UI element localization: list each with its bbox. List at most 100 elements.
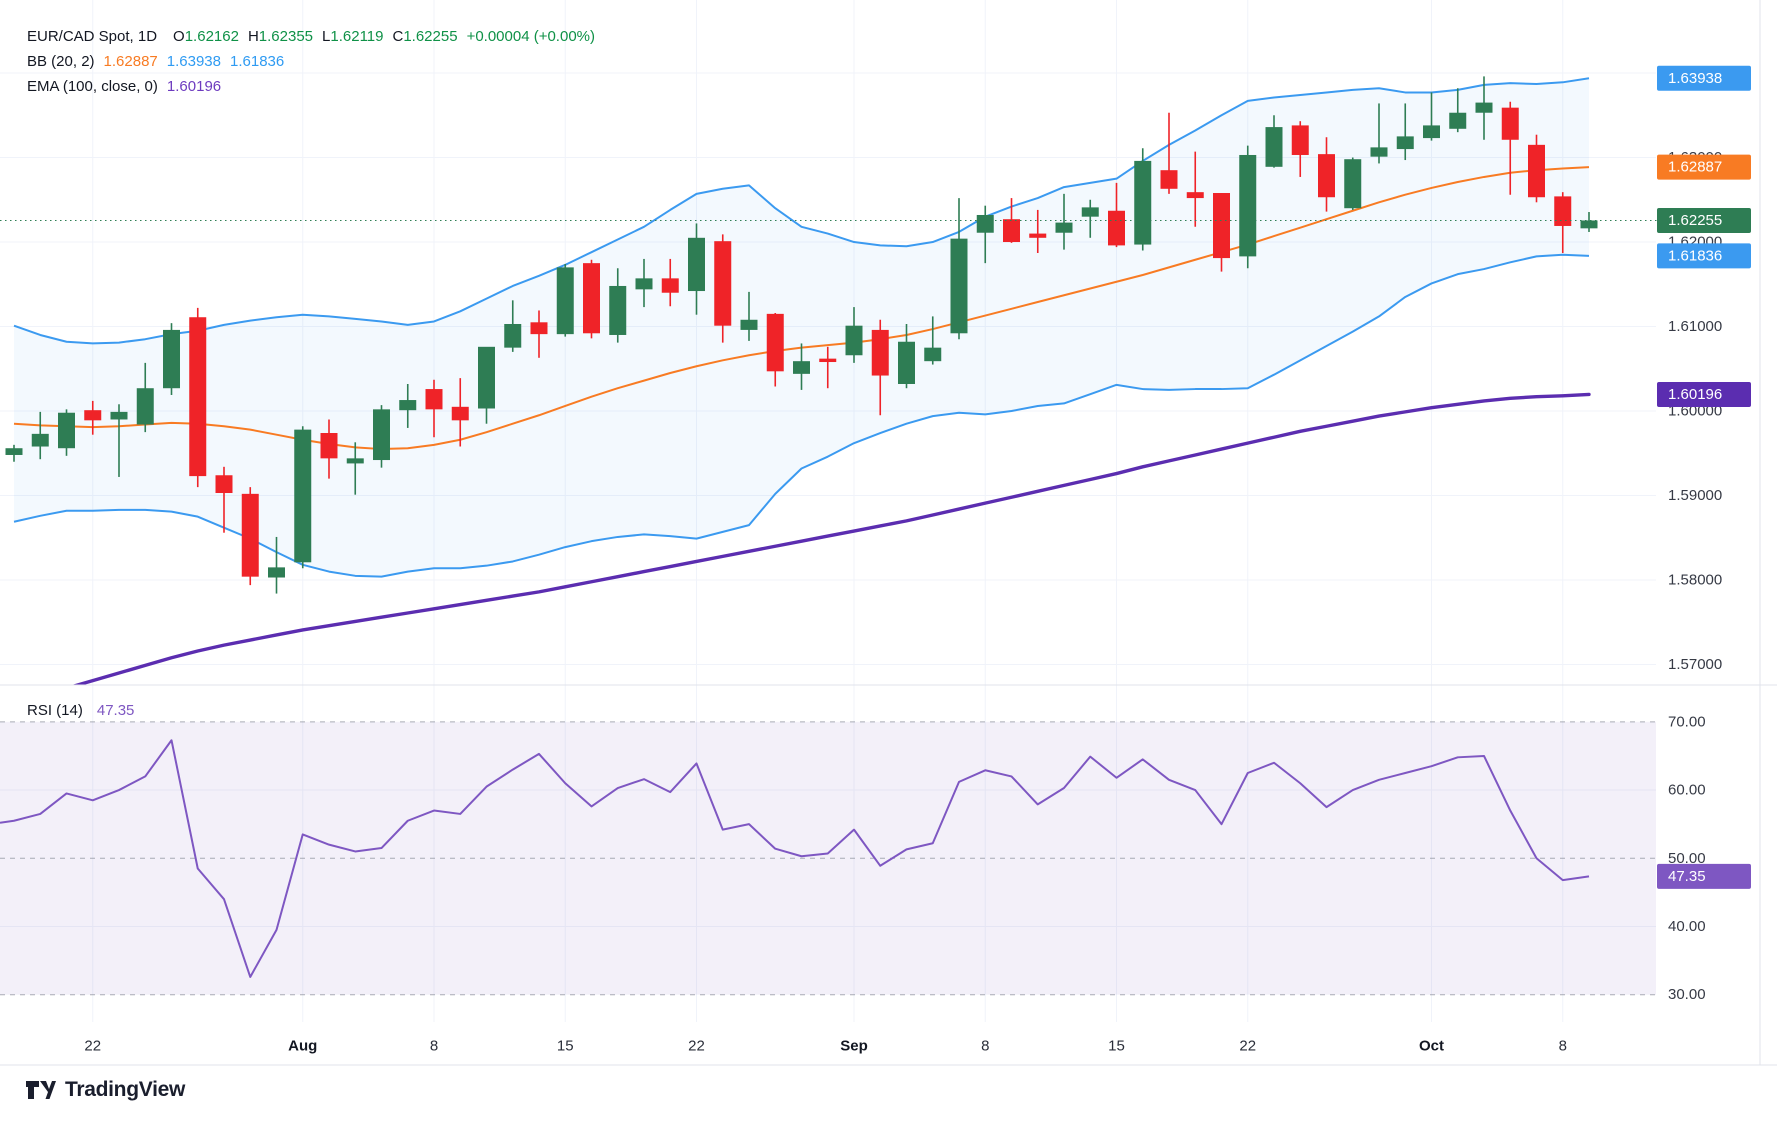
candle-body	[5, 448, 23, 455]
price-pane	[5, 76, 1598, 685]
last-price-badge-text: 1.62255	[1668, 212, 1722, 229]
rsi-axis-label: 50.00	[1668, 850, 1706, 867]
legend-ema-row[interactable]: EMA (100, close, 0) 1.60196	[27, 74, 595, 99]
candle-body	[898, 341, 915, 384]
candle-body	[1081, 207, 1099, 217]
tradingview-logo-icon	[26, 1081, 56, 1099]
legend-symbol-row[interactable]: EUR/CAD Spot, 1D O1.62162 H1.62355 L1.62119…	[27, 24, 595, 49]
legend-bb-row[interactable]: BB (20, 2) 1.62887 1.63938 1.61836	[27, 49, 595, 74]
candle-body	[1055, 222, 1073, 233]
candle	[163, 323, 180, 395]
bb-basis-badge-bg	[1657, 154, 1751, 180]
candle	[399, 383, 417, 428]
close-label: C	[392, 28, 404, 45]
candle-body	[241, 493, 259, 577]
ema-badge-bg	[1657, 381, 1751, 407]
candle-body	[871, 329, 889, 376]
low-label: L	[322, 28, 331, 45]
candle	[215, 466, 233, 533]
open-value: 1.62162	[184, 28, 239, 45]
candle-body	[478, 346, 495, 409]
candle	[1291, 121, 1309, 177]
candle	[950, 198, 968, 340]
candle-body	[1291, 125, 1309, 155]
candle	[110, 404, 128, 477]
candle	[556, 263, 574, 337]
candle	[1528, 134, 1545, 203]
candle	[530, 310, 548, 358]
candle-body	[346, 458, 364, 464]
candle	[1396, 103, 1414, 161]
candle-body	[1423, 125, 1440, 139]
bb-basis-badge-text: 1.62887	[1668, 159, 1722, 176]
time-axis-label: Sep	[840, 1038, 868, 1055]
candle	[1239, 145, 1257, 269]
candle-body	[1239, 154, 1257, 257]
bb-upper-badge: 1.63938	[1657, 65, 1751, 91]
rsi-legend-row[interactable]: RSI (14) 47.35	[27, 702, 134, 719]
time-axis-label: Oct	[1419, 1038, 1444, 1055]
candle	[845, 307, 863, 363]
candle-body	[215, 475, 233, 494]
candle-body	[1029, 233, 1047, 238]
candle	[478, 346, 495, 424]
bb-upper-value: 1.63938	[166, 53, 221, 70]
time-axis-label: 22	[84, 1038, 101, 1055]
rsi-badge: 47.35	[1657, 863, 1751, 889]
high-value: 1.62355	[258, 28, 314, 45]
candle-body	[1580, 220, 1598, 229]
candle-body	[976, 214, 994, 233]
open-label: O	[173, 28, 185, 45]
rsi-axis-label: 40.00	[1668, 918, 1706, 935]
tradingview-logo[interactable]: TradingView	[26, 1078, 185, 1102]
time-axis-label: Aug	[288, 1038, 317, 1055]
last-price-badge-bg	[1657, 207, 1751, 233]
candle-body	[110, 411, 128, 420]
rsi-badge-bg	[1657, 863, 1751, 889]
candle	[425, 379, 443, 438]
low-value: 1.62119	[330, 28, 384, 45]
candle-body	[1475, 102, 1493, 113]
candle	[1501, 101, 1519, 195]
time-axis-label: 22	[1239, 1038, 1256, 1055]
time-axis-label: 15	[557, 1038, 574, 1055]
candle-body	[1449, 112, 1467, 129]
candle	[373, 405, 390, 468]
candle-body	[609, 285, 627, 335]
candle-body	[268, 567, 285, 578]
candle	[661, 258, 679, 307]
candle-body	[950, 238, 968, 334]
candle-body	[583, 263, 600, 334]
candle-body	[661, 278, 679, 293]
candle	[5, 444, 23, 462]
price-axis-label: 1.59000	[1668, 487, 1722, 504]
candle	[1370, 103, 1388, 164]
candle-body	[1186, 192, 1204, 199]
chart-legend: EUR/CAD Spot, 1D O1.62162 H1.62355 L1.62119…	[27, 24, 595, 99]
candle	[1554, 192, 1572, 254]
candle-body	[373, 409, 390, 461]
candle-body	[1501, 107, 1519, 140]
candle	[609, 268, 627, 343]
candle-body	[1370, 147, 1388, 157]
candle	[1344, 157, 1362, 210]
candle-body	[1108, 210, 1125, 246]
candle	[688, 223, 705, 315]
time-axis[interactable]: 22 Aug 8 15 22 Sep 8 15 22 Oct 8	[84, 1038, 1567, 1055]
candle-body	[84, 410, 102, 421]
rsi-axis-label: 30.00	[1668, 986, 1706, 1003]
candle	[268, 536, 285, 594]
candle-body	[1213, 193, 1230, 259]
candle-body	[1554, 196, 1572, 226]
candle-body	[399, 400, 417, 411]
candle	[1081, 199, 1099, 238]
candle	[1580, 212, 1598, 232]
candle-body	[766, 313, 784, 372]
time-axis-label: 8	[430, 1038, 438, 1055]
bb-lower-badge-text: 1.61836	[1668, 247, 1722, 264]
candle-body	[714, 241, 732, 326]
candle-body	[189, 317, 207, 477]
candle-body	[688, 237, 705, 292]
